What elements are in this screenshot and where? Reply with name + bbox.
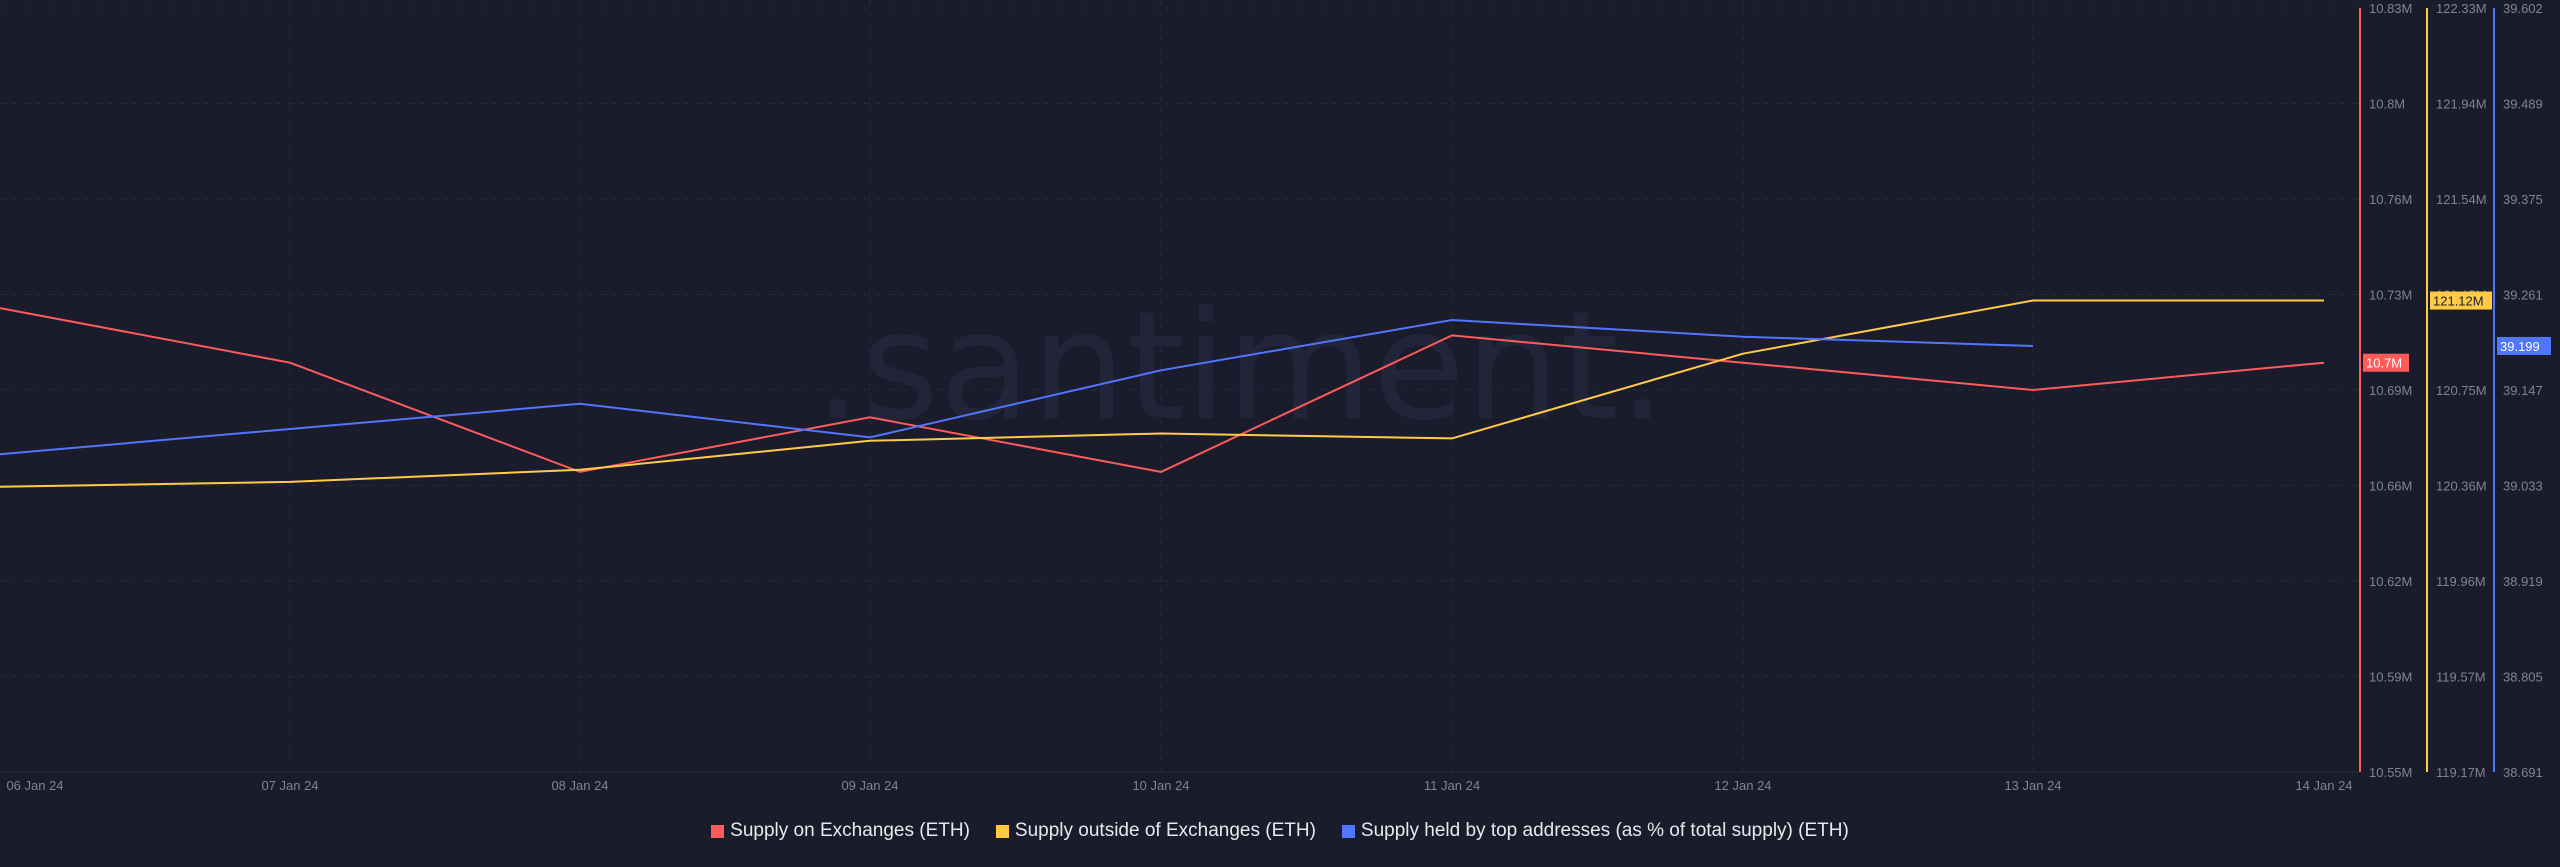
x-tick-label: 13 Jan 24 [2004,778,2061,793]
y-tick-label: 10.73M [2369,288,2412,303]
y-tick-label: 39.033 [2503,479,2543,494]
current-value-label: 121.12M [2433,294,2484,309]
y-tick-label: 120.36M [2436,479,2487,494]
y-tick-label: 10.69M [2369,383,2412,398]
x-tick-label: 14 Jan 24 [2295,778,2352,793]
current-value-badge [2497,336,2551,355]
x-tick-label: 10 Jan 24 [1132,778,1189,793]
legend-label: Supply outside of Exchanges (ETH) [1014,820,1316,841]
legend-label: Supply on Exchanges (ETH) [730,820,970,841]
y-tick-label: 39.602 [2503,1,2543,16]
data-lines [0,299,2325,488]
y-tick-label: 122.33M [2436,1,2487,16]
y-tick-label: 119.17M [2436,765,2486,780]
y-tick-label: 120.75M [2436,383,2487,398]
y-tick-label: 10.66M [2369,479,2412,494]
x-tick-label: 08 Jan 24 [551,778,608,793]
legend-swatch-yellow [995,824,1009,838]
y-axes: 10.83M 10.8M 10.76M 10.73M 10.69M 10.66M 10.62… [2359,1,2551,780]
x-tick-label: 12 Jan 24 [1714,778,1771,793]
y-tick-label: 39.375 [2503,192,2543,207]
legend-item-supply-top-addresses[interactable]: Supply held by top addresses (as % of to… [1341,820,1849,842]
y-tick-label: 39.147 [2503,383,2543,398]
y-tick-label: 10.62M [2369,574,2412,589]
x-tick-label: 07 Jan 24 [261,778,318,793]
legend-item-supply-on-exchanges[interactable]: Supply on Exchanges (ETH) [711,820,970,842]
x-tick-label: 09 Jan 24 [841,778,898,793]
current-value-label: 39.199 [2500,339,2540,354]
y-tick-label: 121.54M [2436,192,2487,207]
current-value-badge [2430,291,2492,310]
x-tick-label: 06 Jan 24 [6,778,63,793]
grid-lines [0,0,2358,773]
series-line [0,318,2034,456]
legend: Supply on Exchanges (ETH) Supply outside… [0,820,2560,842]
legend-swatch-blue [1341,824,1355,838]
watermark: .santiment. [813,280,1666,454]
current-value-badge [2363,353,2409,372]
y-tick-label: 119.57M [2436,670,2486,685]
y-tick-label: 38.805 [2503,670,2543,685]
y-tick-label: 10.55M [2369,765,2412,780]
y-tick-label: 10.8M [2369,97,2405,112]
y-tick-label: 39.261 [2503,288,2543,303]
y-tick-label: 10.83M [2369,1,2412,16]
legend-label: Supply held by top addresses (as % of to… [1360,820,1849,841]
y-tick-label: 121.94M [2436,97,2487,112]
series-line [0,299,2324,488]
y-tick-label: 10.76M [2369,192,2412,207]
x-axis: 06 Jan 24 07 Jan 24 08 Jan 24 09 Jan 24 10 J… [6,778,2352,793]
y-tick-label: 10.59M [2369,670,2412,685]
legend-item-supply-outside-exchanges[interactable]: Supply outside of Exchanges (ETH) [995,820,1316,842]
y-tick-label: 38.691 [2503,765,2543,780]
y-tick-label: 119.96M [2436,574,2486,589]
series-line [0,307,2325,473]
legend-swatch-red [711,824,725,838]
y-tick-label: 39.489 [2503,97,2543,112]
y-tick-label: 38.919 [2503,574,2543,589]
current-value-label: 10.7M [2366,356,2402,371]
x-tick-label: 11 Jan 24 [1424,778,1480,793]
